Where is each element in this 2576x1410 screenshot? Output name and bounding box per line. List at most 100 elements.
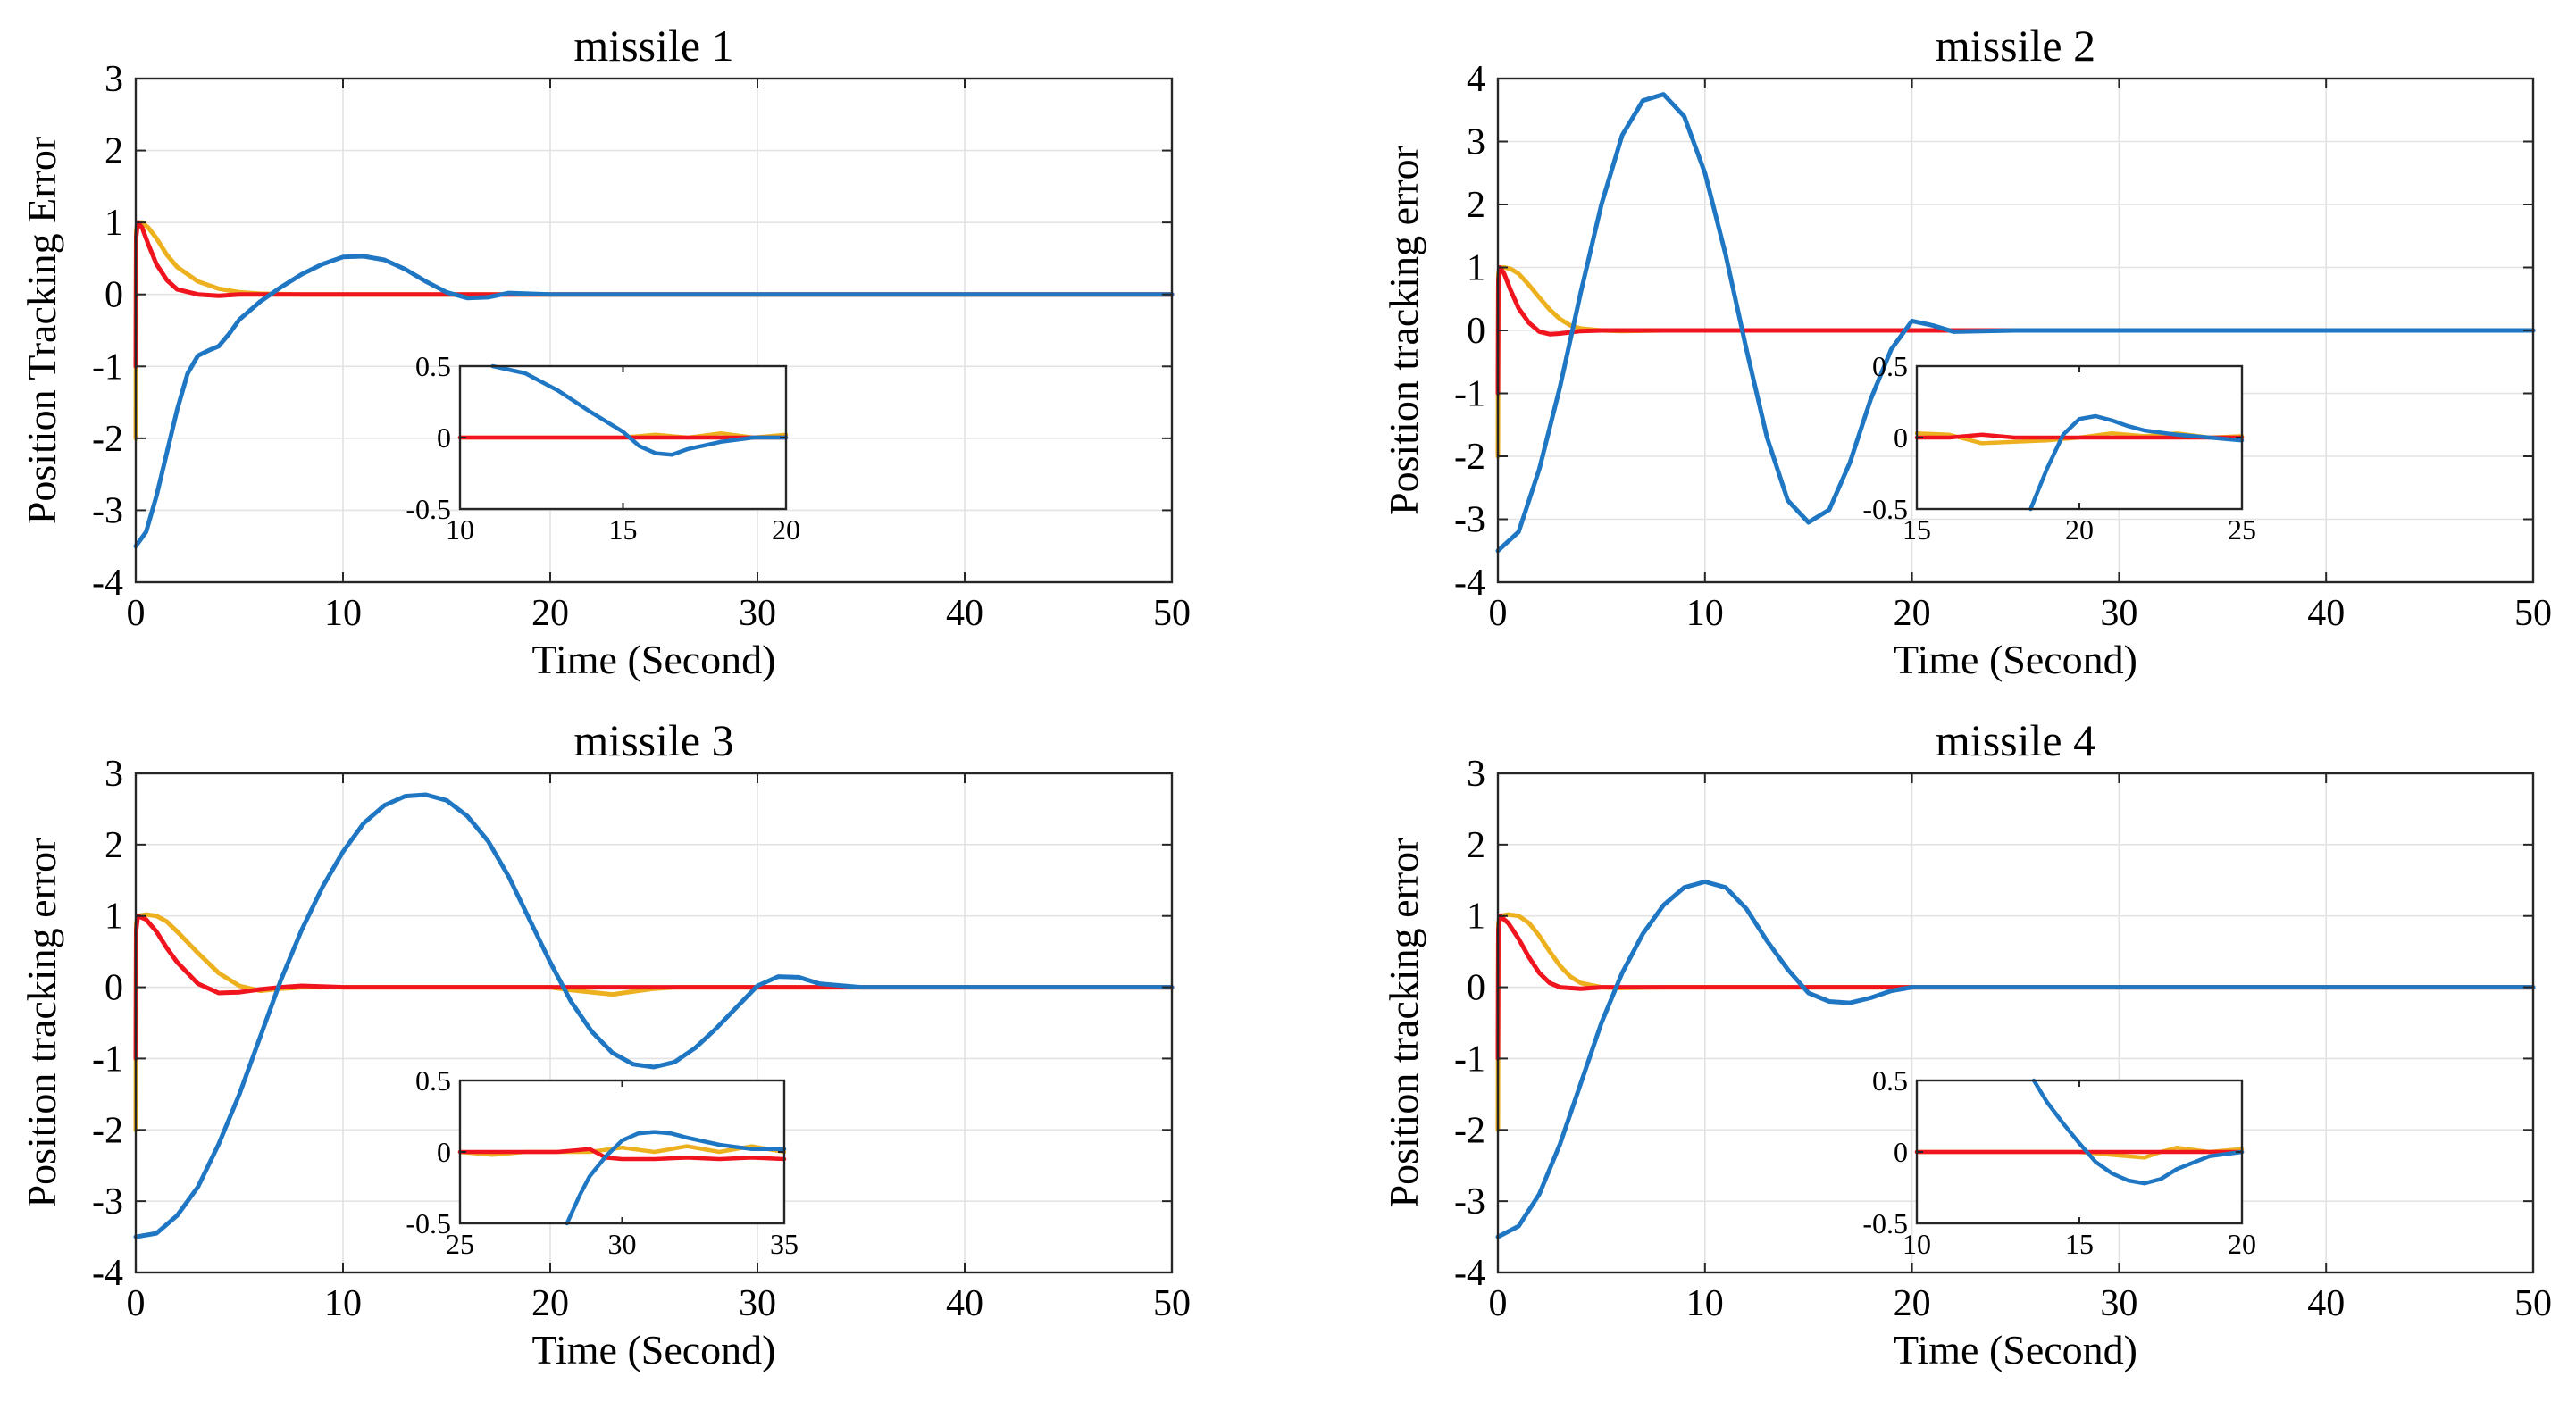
inset-ytick-label--0.5: -0.5 <box>406 493 451 525</box>
inset-xtick-label-20: 20 <box>2065 513 2094 546</box>
inset-ytick-label--0.5: -0.5 <box>1862 1207 1908 1239</box>
ytick-label-1: 1 <box>105 203 123 244</box>
ytick-label-3: 3 <box>105 754 123 795</box>
ytick-label-3: 3 <box>1467 754 1485 795</box>
xtick-label-40: 40 <box>2307 1283 2345 1324</box>
ytick-label--3: -3 <box>1454 500 1485 541</box>
inset-inset-blue <box>565 1130 787 1226</box>
inset-zoom: 25 30 35 -0.5 0 0.5 <box>406 1064 799 1260</box>
series-red <box>133 914 1175 1061</box>
panel-missile-3: 0 10 20 30 40 50 -4 -3 -2 -1 0 1 2 3 missile 3 Time (Se… <box>19 715 1191 1372</box>
ytick-label--1: -1 <box>1454 1039 1485 1080</box>
xtick-label-10: 10 <box>324 1283 362 1324</box>
xtick-label-20: 20 <box>1894 593 1931 634</box>
x-axis-label: Time (Second) <box>1894 1327 2137 1372</box>
ytick-label-0: 0 <box>105 968 123 1009</box>
inset-xtick-label-30: 30 <box>608 1228 637 1260</box>
x-axis-label: Time (Second) <box>1894 637 2137 682</box>
xtick-label-0: 0 <box>127 593 146 634</box>
ytick-label--1: -1 <box>92 346 123 388</box>
inset-ytick-label-0: 0 <box>437 1136 451 1168</box>
ytick-label--3: -3 <box>1454 1181 1485 1222</box>
xtick-label-10: 10 <box>1686 1283 1724 1324</box>
xtick-label-30: 30 <box>2100 593 2137 634</box>
xtick-label-0: 0 <box>127 1283 146 1324</box>
ytick-label--1: -1 <box>92 1039 123 1080</box>
xtick-label-10: 10 <box>1686 593 1724 634</box>
inset-inset-blue <box>490 363 789 457</box>
x-axis-label: Time (Second) <box>531 637 775 682</box>
inset-xtick-label-15: 15 <box>1903 513 1931 546</box>
inset-xtick-label-15: 15 <box>2065 1228 2094 1260</box>
xtick-label-10: 10 <box>324 593 362 634</box>
inset-zoom: 10 15 20 -0.5 0 0.5 <box>1862 1064 2256 1260</box>
inset-ytick-label-0.5: 0.5 <box>1872 1064 1908 1097</box>
inset-inset-blue <box>2031 1078 2245 1186</box>
inset-inset-blue <box>2028 413 2245 512</box>
inset-ytick-label-0: 0 <box>437 421 451 454</box>
axes-frame <box>134 772 1174 1274</box>
panel-missile-2: 0 10 20 30 40 50 -4 -3 -2 -1 0 1 2 3 4 missile 2 Time (S… <box>1381 21 2552 682</box>
xtick-label-0: 0 <box>1489 1283 1508 1324</box>
ytick-label-0: 0 <box>105 275 123 316</box>
inset-ytick-label-0: 0 <box>1894 421 1908 454</box>
ytick-label--3: -3 <box>92 1181 123 1222</box>
xtick-label-50: 50 <box>2514 1283 2552 1324</box>
inset-xtick-label-25: 25 <box>2228 513 2256 546</box>
y-axis-label: Position tracking error <box>19 838 64 1208</box>
inset-xtick-label-10: 10 <box>1903 1228 1931 1260</box>
inset-ytick-label--0.5: -0.5 <box>406 1207 451 1239</box>
ytick-label-1: 1 <box>1467 897 1485 938</box>
axes-frame <box>134 77 1174 584</box>
ytick-label--4: -4 <box>92 1253 123 1294</box>
ytick-label--2: -2 <box>92 419 123 460</box>
inset-xtick-label-20: 20 <box>2228 1228 2256 1260</box>
ytick-label-2: 2 <box>105 825 123 866</box>
ytick-label--4: -4 <box>1454 563 1485 604</box>
ytick-label--4: -4 <box>92 563 123 604</box>
ytick-label-1: 1 <box>1467 248 1485 289</box>
inset-xtick-label-35: 35 <box>770 1228 799 1260</box>
inset-xtick-label-20: 20 <box>772 513 800 546</box>
inset-xtick-label-15: 15 <box>609 513 638 546</box>
y-axis-label: Position tracking error <box>1381 838 1426 1208</box>
ytick-label-2: 2 <box>105 131 123 172</box>
inset-ytick-label-0.5: 0.5 <box>415 1064 451 1097</box>
inset-xtick-label-25: 25 <box>446 1228 474 1260</box>
panel-missile-4: 0 10 20 30 40 50 -4 -3 -2 -1 0 1 2 3 missile 4 Time (Se… <box>1381 715 2552 1372</box>
xtick-label-20: 20 <box>531 593 569 634</box>
xtick-label-40: 40 <box>2307 593 2345 634</box>
xtick-label-50: 50 <box>1153 593 1191 634</box>
xtick-label-0: 0 <box>1489 593 1508 634</box>
xtick-label-30: 30 <box>739 593 776 634</box>
ytick-label--2: -2 <box>92 1110 123 1151</box>
ytick-label-4: 4 <box>1467 59 1485 100</box>
series-blue <box>133 792 1175 1239</box>
chart-title: missile 2 <box>1936 21 2095 71</box>
ytick-label-2: 2 <box>1467 185 1485 226</box>
inset-ytick-label-0.5: 0.5 <box>1872 350 1908 382</box>
chart-title: missile 4 <box>1936 715 2095 765</box>
xtick-label-50: 50 <box>1153 1283 1191 1324</box>
ytick-label-3: 3 <box>105 59 123 100</box>
inset-ytick-label-0: 0 <box>1894 1136 1908 1168</box>
xtick-label-40: 40 <box>946 1283 983 1324</box>
ytick-label-0: 0 <box>1467 968 1485 1009</box>
xtick-label-30: 30 <box>2100 1283 2137 1324</box>
x-axis-label: Time (Second) <box>531 1327 775 1372</box>
panel-missile-1: 0 10 20 30 40 50 -4 -3 -2 -1 0 1 2 3 missile 1 Time (Se… <box>19 21 1191 682</box>
ytick-label--2: -2 <box>1454 1110 1485 1151</box>
ytick-label--1: -1 <box>1454 374 1485 415</box>
series-blue <box>133 254 1175 549</box>
inset-zoom: 10 15 20 -0.5 0 0.5 <box>406 350 800 546</box>
ytick-label-0: 0 <box>1467 311 1485 352</box>
axes-frame <box>1496 772 2535 1274</box>
ytick-label-2: 2 <box>1467 825 1485 866</box>
xtick-label-20: 20 <box>531 1283 569 1324</box>
ytick-label--2: -2 <box>1454 437 1485 478</box>
inset-ytick-label-0.5: 0.5 <box>415 350 451 382</box>
ytick-label-3: 3 <box>1467 122 1485 163</box>
ytick-label-1: 1 <box>105 897 123 938</box>
inset-inset-red <box>457 1147 787 1162</box>
